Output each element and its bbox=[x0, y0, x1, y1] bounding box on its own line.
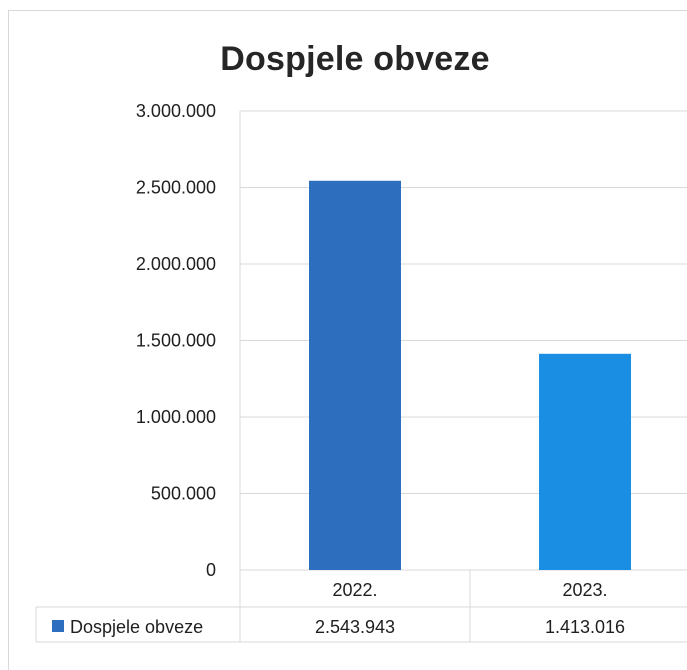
y-tick-label: 1.500.000 bbox=[136, 331, 216, 351]
y-tick-label: 0 bbox=[206, 560, 216, 580]
y-tick-label: 2.000.000 bbox=[136, 254, 216, 274]
category-label: 2023. bbox=[562, 580, 607, 600]
bar-chart: 0 500.000 1.000.000 1.500.000 2.000.000 2.500… bbox=[35, 101, 687, 643]
legend-key-icon bbox=[52, 620, 64, 632]
bar-2023 bbox=[539, 353, 631, 570]
y-tick-label: 500.000 bbox=[151, 484, 216, 504]
legend-series-name: Dospjele obveze bbox=[70, 617, 203, 637]
bar-2022 bbox=[309, 180, 401, 570]
y-tick-label: 1.000.000 bbox=[136, 407, 216, 427]
y-tick-label: 3.000.000 bbox=[136, 101, 216, 121]
y-tick-label: 2.500.000 bbox=[136, 178, 216, 198]
category-label: 2022. bbox=[332, 580, 377, 600]
data-table-value: 2.543.943 bbox=[315, 617, 395, 637]
chart-title: Dospjele obveze bbox=[220, 40, 490, 78]
chart-frame bbox=[8, 10, 687, 670]
data-table-value: 1.413.016 bbox=[545, 617, 625, 637]
